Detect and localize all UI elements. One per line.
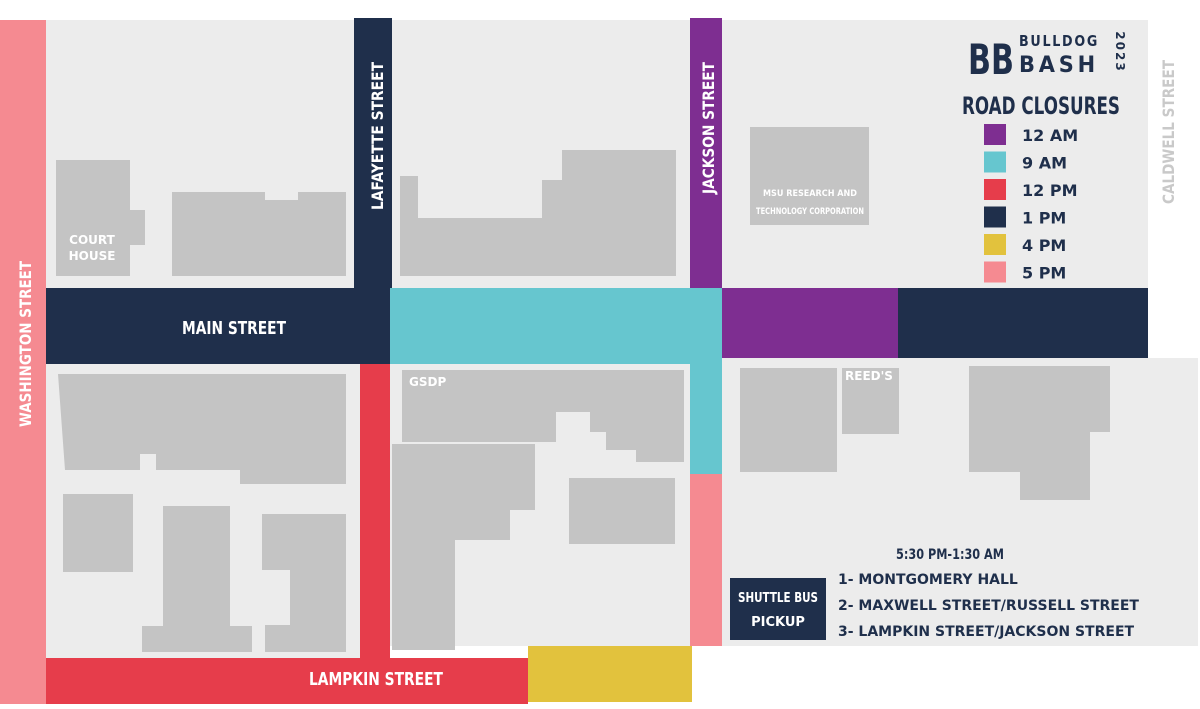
south-center-building-tall xyxy=(392,444,535,650)
logo-mark: BB xyxy=(968,35,1014,84)
road-closures-legend: ROAD CLOSURES 12 AM 9 AM 12 PM 1 PM 4 PM 5 PM xyxy=(962,92,1120,283)
legend-swatch xyxy=(984,124,1006,145)
logo-year: 2023 xyxy=(1113,31,1127,72)
shuttle-stop: 1- MONTGOMERY HALL xyxy=(838,572,1018,588)
shuttle-stops: 1- MONTGOMERY HALL 2- MAXWELL STREET/RUSS… xyxy=(838,572,1139,640)
main-street-center[interactable] xyxy=(390,288,722,364)
caldwell-street-label: CALDWELL STREET xyxy=(1159,60,1178,204)
southeast-building-a xyxy=(740,368,837,472)
jackson-street-north[interactable] xyxy=(690,18,722,288)
northwest-building xyxy=(172,192,346,276)
legend-title: ROAD CLOSURES xyxy=(962,92,1120,120)
south-center-building-small xyxy=(569,478,675,544)
bulldog-bash-logo: BB BULLDOG BASH 2023 xyxy=(968,31,1127,84)
main-street-label: MAIN STREET xyxy=(182,318,287,339)
caldwell-street[interactable] xyxy=(1148,20,1200,358)
shuttle-bus-info: SHUTTLE BUS PICKUP 5:30 PM-1:30 AM 1- MO… xyxy=(730,547,1139,640)
reeds-building xyxy=(842,368,899,434)
gsdp-building xyxy=(402,370,684,462)
buildings xyxy=(56,127,1110,652)
legend-label: 4 PM xyxy=(1022,236,1066,255)
legend-label: 1 PM xyxy=(1022,209,1066,228)
legend-label: 9 AM xyxy=(1022,154,1067,173)
streets xyxy=(0,18,1200,704)
msu-building xyxy=(750,127,869,225)
shuttle-bus-badge xyxy=(730,578,826,640)
southwest-building-right xyxy=(262,514,346,652)
southeast-building-b xyxy=(969,366,1110,500)
legend-label: 12 PM xyxy=(1022,181,1077,200)
shuttle-bus-label-line2: PICKUP xyxy=(751,615,805,630)
court-house-label-line1: COURT xyxy=(69,233,115,247)
lampkin-street-red[interactable] xyxy=(46,658,528,704)
logo-word-bulldog: BULLDOG xyxy=(1019,32,1099,50)
legend-label: 5 PM xyxy=(1022,264,1066,283)
shuttle-stop: 3- LAMPKIN STREET/JACKSON STREET xyxy=(838,624,1135,640)
jackson-street-label: JACKSON STREET xyxy=(699,62,718,195)
north-center-building xyxy=(400,150,676,276)
jackson-street-middle[interactable] xyxy=(690,364,722,474)
legend-swatch xyxy=(984,234,1006,255)
lafayette-street-north[interactable] xyxy=(354,18,392,288)
legend-label: 12 AM xyxy=(1022,126,1078,145)
lafayette-street-south[interactable] xyxy=(360,364,390,658)
lampkin-street-label: LAMPKIN STREET xyxy=(309,669,444,690)
southwest-building-tall xyxy=(142,506,252,652)
washington-street[interactable] xyxy=(0,20,46,704)
main-street-west[interactable] xyxy=(46,288,390,364)
court-house-building xyxy=(56,160,145,276)
lafayette-street-label: LAFAYETTE STREET xyxy=(368,62,387,210)
main-street-east-navy[interactable] xyxy=(898,288,1148,358)
reeds-label: REED'S xyxy=(845,369,893,383)
msu-label-line2: TECHNOLOGY CORPORATION xyxy=(756,207,864,217)
shuttle-stop: 2- MAXWELL STREET/RUSSELL STREET xyxy=(838,598,1139,614)
legend-items: 12 AM 9 AM 12 PM 1 PM 4 PM 5 PM xyxy=(984,124,1078,283)
gsdp-label: GSDP xyxy=(409,375,446,389)
legend-swatch xyxy=(984,206,1006,228)
legend-swatch xyxy=(984,179,1006,200)
southwest-building-large xyxy=(58,374,346,484)
building-labels: COURT HOUSE MSU RESEARCH AND TECHNOLOGY … xyxy=(69,189,893,389)
legend-swatch xyxy=(984,261,1006,283)
legend-swatch xyxy=(984,151,1006,173)
shuttle-hours: 5:30 PM-1:30 AM xyxy=(896,547,1004,563)
main-street-east-purple[interactable] xyxy=(722,288,898,358)
logo-word-bash: BASH xyxy=(1019,53,1099,78)
msu-label-line1: MSU RESEARCH AND xyxy=(763,189,857,199)
street-labels: WASHINGTON STREET LAFAYETTE STREET JACKS… xyxy=(16,60,1178,690)
washington-street-label: WASHINGTON STREET xyxy=(16,261,35,427)
shuttle-bus-label-line1: SHUTTLE BUS xyxy=(738,591,818,606)
southwest-building-small xyxy=(63,494,133,572)
jackson-street-south[interactable] xyxy=(690,474,722,646)
court-house-label-line2: HOUSE xyxy=(69,249,116,263)
lampkin-street-yellow[interactable] xyxy=(528,646,692,702)
